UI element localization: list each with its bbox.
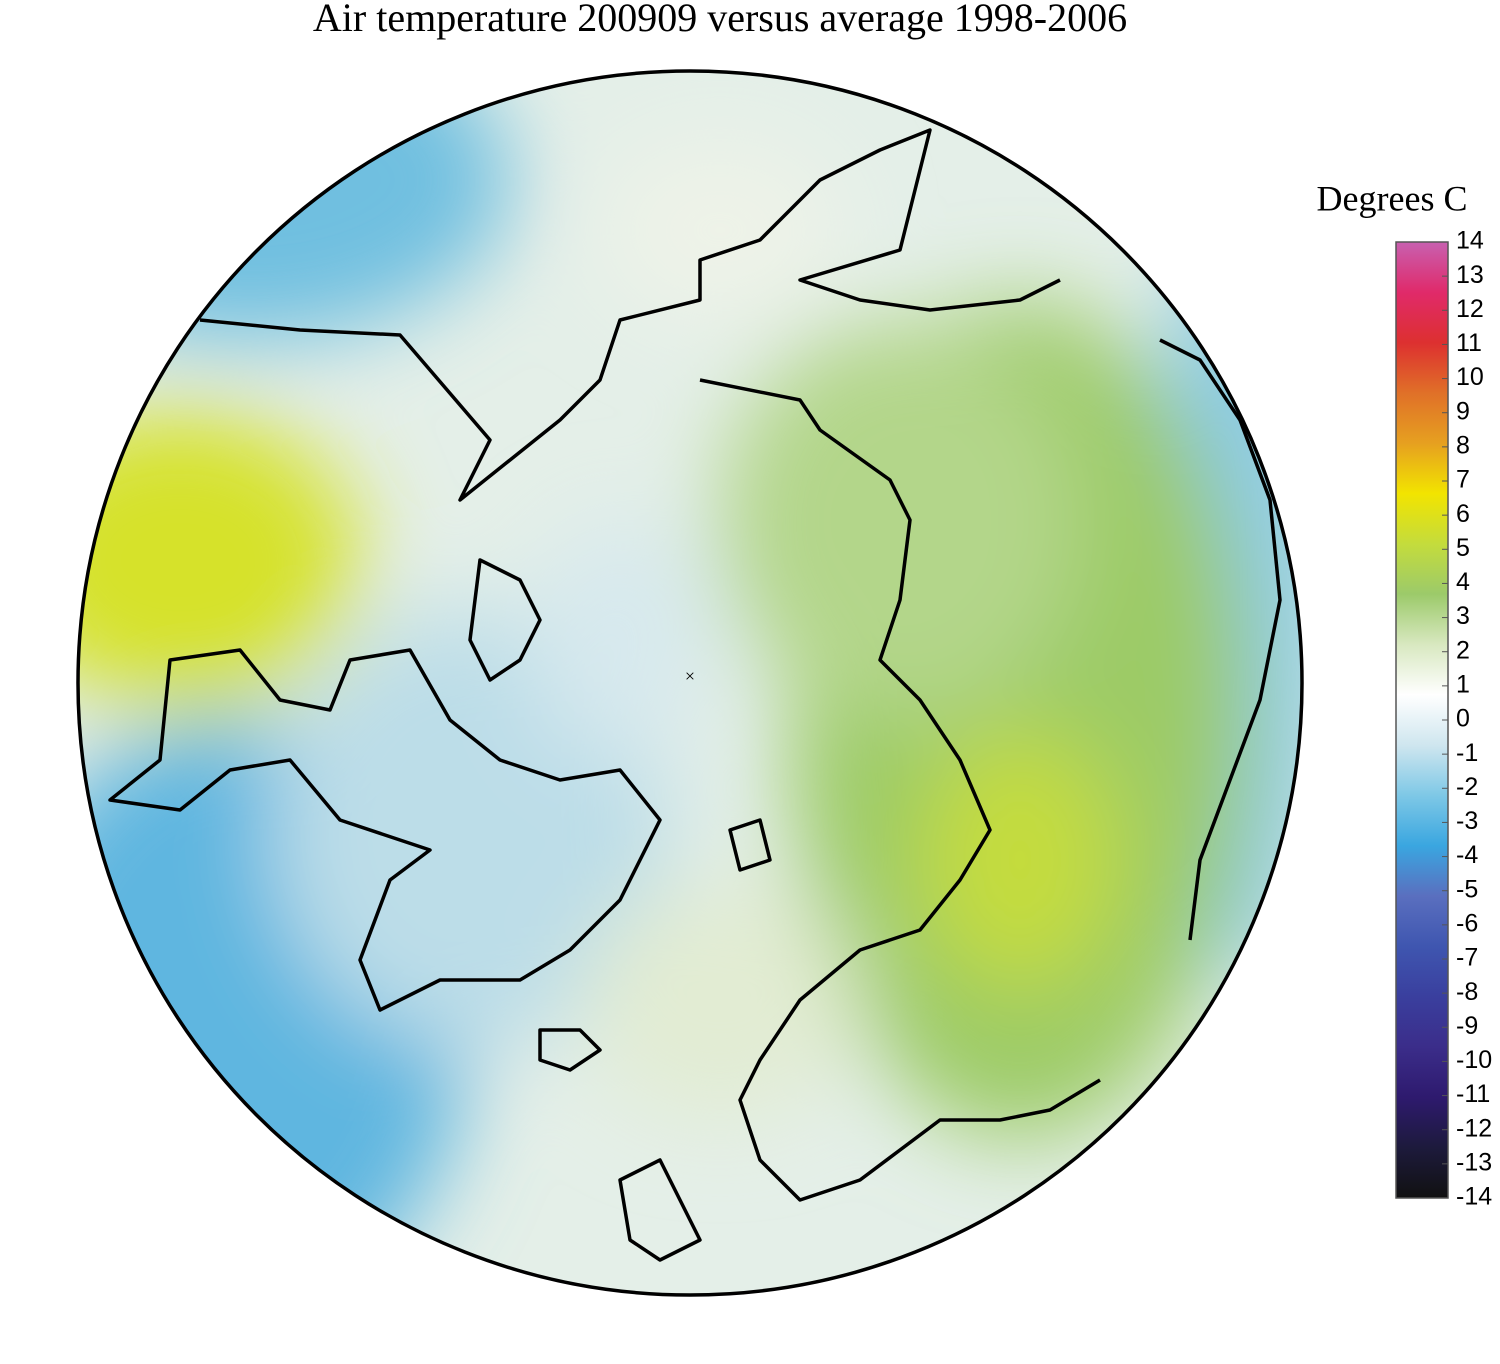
colorbar-tick-label: 12: [1456, 295, 1484, 323]
colorbar-tick-label: -1: [1456, 739, 1478, 767]
colorbar: 14131211109876543210-1-2-3-4-5-6-7-8-9-1…: [1395, 227, 1492, 1211]
colorbar-tick-label: -6: [1456, 909, 1478, 937]
colorbar-tick-label: 3: [1456, 602, 1470, 630]
colorbar-tick-label: 4: [1456, 568, 1470, 596]
colorbar-tick-label: 0: [1456, 705, 1470, 733]
colorbar-tick-label: 11: [1456, 329, 1482, 357]
colorbar-tick-label: -2: [1456, 773, 1478, 801]
colorbar-tick-label: -7: [1456, 944, 1478, 972]
colorbar-tick-label: 13: [1456, 261, 1484, 289]
map: ×: [78, 71, 1302, 1295]
colorbar-tick-label: -5: [1456, 875, 1478, 903]
title: Air temperature 200909 versus average 19…: [313, 0, 1127, 40]
colorbar-tick-label: -14: [1456, 1183, 1492, 1211]
colorbar-ramp: [1395, 241, 1449, 1199]
colorbar-tick-label: -9: [1456, 1012, 1478, 1040]
colorbar-tick-label: -10: [1456, 1046, 1492, 1074]
colorbar-tick-label: 7: [1456, 466, 1470, 494]
colorbar-tick-label: 8: [1456, 431, 1470, 459]
colorbar-tick-label: 10: [1456, 363, 1484, 391]
colorbar-tick-label: 2: [1456, 636, 1470, 664]
colorbar-tick-label: -12: [1456, 1114, 1492, 1142]
colorbar-tick-label: -4: [1456, 841, 1478, 869]
colorbar-tick-label: -13: [1456, 1148, 1492, 1176]
colorbar-tick-label: 6: [1456, 500, 1470, 528]
colorbar-tick-label: 9: [1456, 397, 1470, 425]
colorbar-tick-label: -8: [1456, 978, 1478, 1006]
colorbar-tick-label: -11: [1456, 1080, 1490, 1108]
colorbar-tick-label: 14: [1456, 227, 1484, 255]
svg-text:×: ×: [685, 666, 695, 686]
colorbar-tick-label: 1: [1456, 670, 1470, 698]
colorbar-tick-label: 5: [1456, 534, 1470, 562]
colorbar-label: Degrees C: [1317, 178, 1468, 218]
colorbar-tick-label: -3: [1456, 807, 1478, 835]
